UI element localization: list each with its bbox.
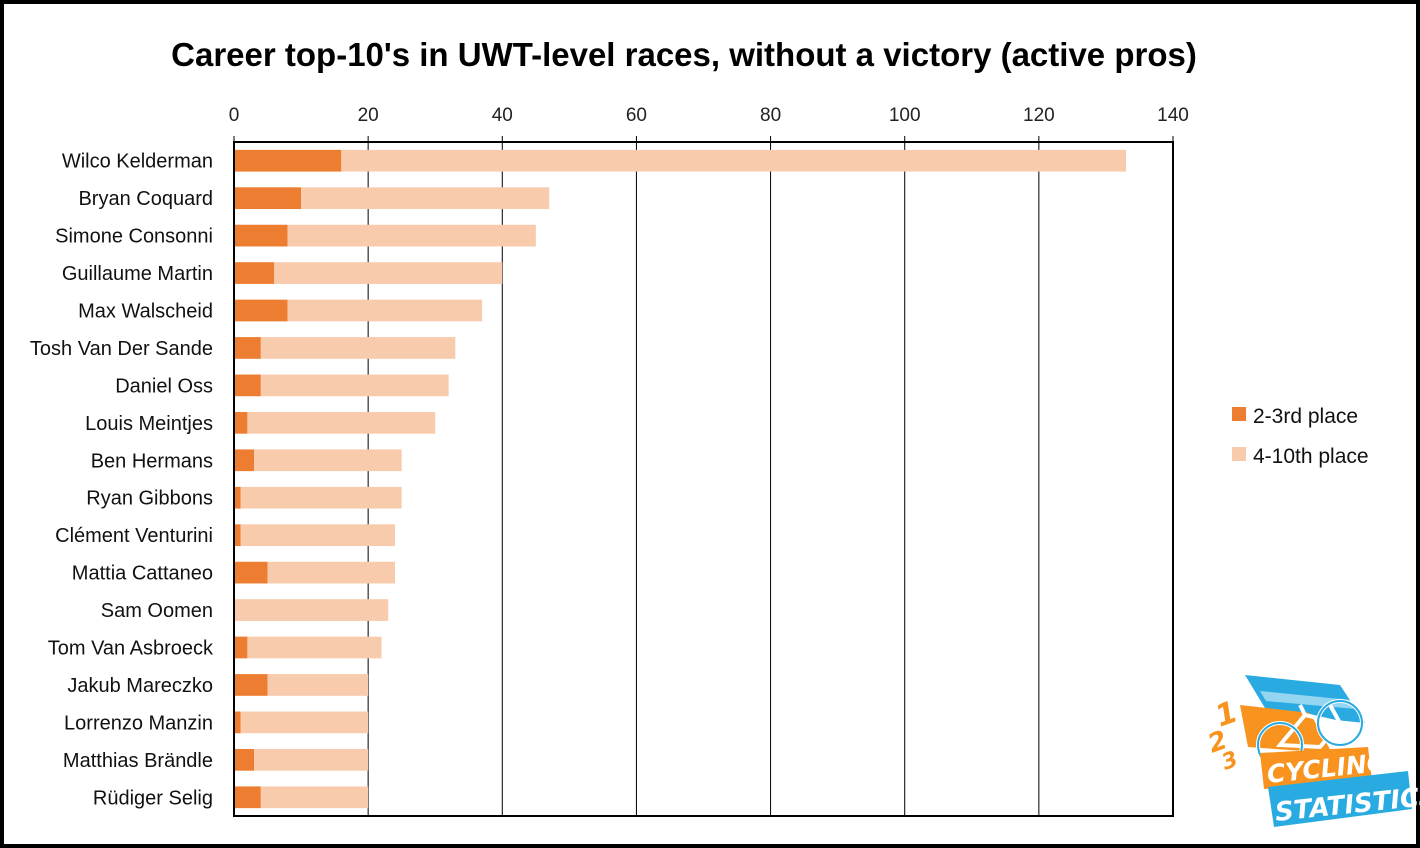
bar-segment-series-0 bbox=[234, 748, 255, 771]
x-tick-label: 20 bbox=[358, 105, 379, 126]
bar-segment-series-1 bbox=[260, 374, 449, 397]
legend-swatch bbox=[1232, 447, 1246, 461]
bar-segment-series-1 bbox=[240, 486, 402, 509]
category-label: Sam Oomen bbox=[101, 600, 213, 622]
bar-segment-series-0 bbox=[234, 449, 255, 472]
category-label: Guillaume Martin bbox=[62, 263, 213, 285]
x-tick-label: 80 bbox=[760, 105, 781, 126]
bar-segment-series-1 bbox=[254, 449, 402, 472]
bar-segment-series-0 bbox=[234, 224, 288, 247]
bar-segment-series-1 bbox=[247, 636, 382, 659]
bar-segment-series-1 bbox=[260, 786, 369, 809]
bar-segment-series-0 bbox=[234, 561, 268, 584]
legend-label: 2-3rd place bbox=[1253, 405, 1358, 428]
bar-segment-series-0 bbox=[234, 187, 302, 210]
x-axis-ticks: 0 20 40 60 80 100 120 140 bbox=[229, 105, 1189, 142]
category-label: Mattia Cattaneo bbox=[72, 563, 213, 585]
category-label: Daniel Oss bbox=[115, 375, 213, 397]
category-label: Bryan Coquard bbox=[78, 188, 213, 210]
bar-segment-series-0 bbox=[234, 786, 261, 809]
cycling-statistics-logo: 2 1 3 CYCLING STATISTICS bbox=[1204, 675, 1420, 828]
gridlines bbox=[233, 142, 1174, 816]
bar-segment-series-0 bbox=[234, 299, 288, 322]
legend-swatch bbox=[1232, 407, 1246, 421]
logo-text-badge-bottom bbox=[1268, 771, 1412, 827]
category-label: Tom Van Asbroeck bbox=[48, 638, 214, 660]
category-label: Ryan Gibbons bbox=[86, 488, 213, 510]
x-tick-label: 140 bbox=[1157, 105, 1189, 126]
x-tick-label: 40 bbox=[492, 105, 513, 126]
bar-segment-series-1 bbox=[267, 674, 369, 696]
bars bbox=[234, 149, 1127, 809]
category-label: Clément Venturini bbox=[55, 525, 213, 547]
category-label: Lorrenzo Manzin bbox=[64, 712, 213, 734]
category-label: Rüdiger Selig bbox=[93, 787, 213, 809]
legend-label: 4-10th place bbox=[1253, 445, 1369, 468]
podium-label-3: 3 bbox=[1219, 747, 1242, 776]
x-tick-label: 120 bbox=[1023, 105, 1055, 126]
bar-segment-series-1 bbox=[274, 262, 503, 284]
plot-area-border bbox=[233, 141, 1174, 817]
bar-segment-series-1 bbox=[341, 149, 1127, 172]
bar-segment-series-1 bbox=[260, 337, 456, 359]
bar-segment-series-0 bbox=[234, 711, 241, 734]
category-label: Louis Meintjes bbox=[85, 413, 213, 435]
category-label: Tosh Van Der Sande bbox=[30, 338, 213, 360]
x-tick-label: 0 bbox=[229, 105, 240, 126]
legend: 2-3rd place 4-10th place bbox=[1232, 405, 1369, 468]
bar-segment-series-0 bbox=[234, 636, 248, 659]
bar-segment-series-1 bbox=[254, 748, 369, 771]
category-label: Matthias Brändle bbox=[63, 750, 213, 772]
bar-segment-series-1 bbox=[247, 411, 436, 434]
bar-segment-series-0 bbox=[234, 524, 241, 547]
category-label: Wilco Kelderman bbox=[62, 151, 213, 173]
bar-segment-series-0 bbox=[234, 411, 248, 434]
category-label: Max Walscheid bbox=[78, 301, 213, 323]
bar-segment-series-0 bbox=[234, 337, 261, 359]
bar-segment-series-1 bbox=[301, 187, 550, 210]
bar-segment-series-1 bbox=[287, 224, 536, 247]
bar-segment-series-0 bbox=[234, 149, 342, 172]
category-label: Jakub Mareczko bbox=[67, 675, 213, 697]
bar-segment-series-0 bbox=[234, 262, 275, 284]
category-label: Ben Hermans bbox=[91, 450, 213, 472]
category-labels: Wilco Kelderman Bryan Coquard Simone Conso… bbox=[30, 151, 214, 810]
bar-segment-series-1 bbox=[240, 711, 369, 734]
bar-segment-series-0 bbox=[234, 674, 268, 696]
bar-segment-series-1 bbox=[267, 561, 395, 584]
chart-title: Career top-10's in UWT-level races, with… bbox=[171, 36, 1197, 73]
category-label: Simone Consonni bbox=[55, 226, 213, 248]
x-tick-label: 100 bbox=[889, 105, 921, 126]
bar-segment-series-0 bbox=[234, 486, 241, 509]
bar-segment-series-1 bbox=[287, 299, 483, 322]
bar-segment-series-1 bbox=[234, 599, 389, 621]
x-tick-label: 60 bbox=[626, 105, 647, 126]
bar-segment-series-1 bbox=[240, 524, 395, 547]
bar-segment-series-0 bbox=[234, 374, 261, 397]
